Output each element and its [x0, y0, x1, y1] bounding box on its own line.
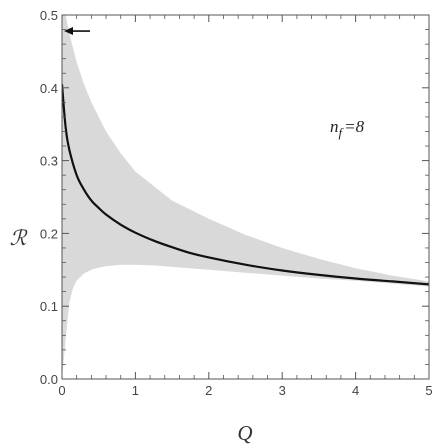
y-tick-label: 0.3 — [40, 154, 58, 169]
x-axis-label: Q — [237, 421, 252, 445]
annotation-nf: nf =8 — [330, 117, 365, 140]
x-tick-label: 1 — [132, 383, 139, 398]
y-tick-label: 0.2 — [40, 226, 58, 241]
x-tick-label: 2 — [205, 383, 212, 398]
annotation-sub: f — [339, 125, 345, 140]
x-tick-label: 0 — [58, 383, 65, 398]
y-tick-label: 0.5 — [40, 8, 58, 23]
x-tick-label: 3 — [279, 383, 286, 398]
arrow-head-icon — [64, 27, 73, 36]
annotation-rest: =8 — [344, 117, 364, 136]
uncertainty-band — [62, 15, 429, 379]
plot-frame — [61, 14, 430, 380]
annotation-base: n — [330, 117, 339, 136]
y-tick-label: 0.0 — [40, 372, 58, 387]
y-axis-label: ℛ — [10, 226, 28, 250]
x-tick-label: 4 — [352, 383, 359, 398]
series-line — [62, 84, 429, 286]
x-tick-label: 5 — [425, 383, 432, 398]
y-tick-label: 0.1 — [40, 299, 58, 314]
y-tick-label: 0.4 — [40, 81, 58, 96]
